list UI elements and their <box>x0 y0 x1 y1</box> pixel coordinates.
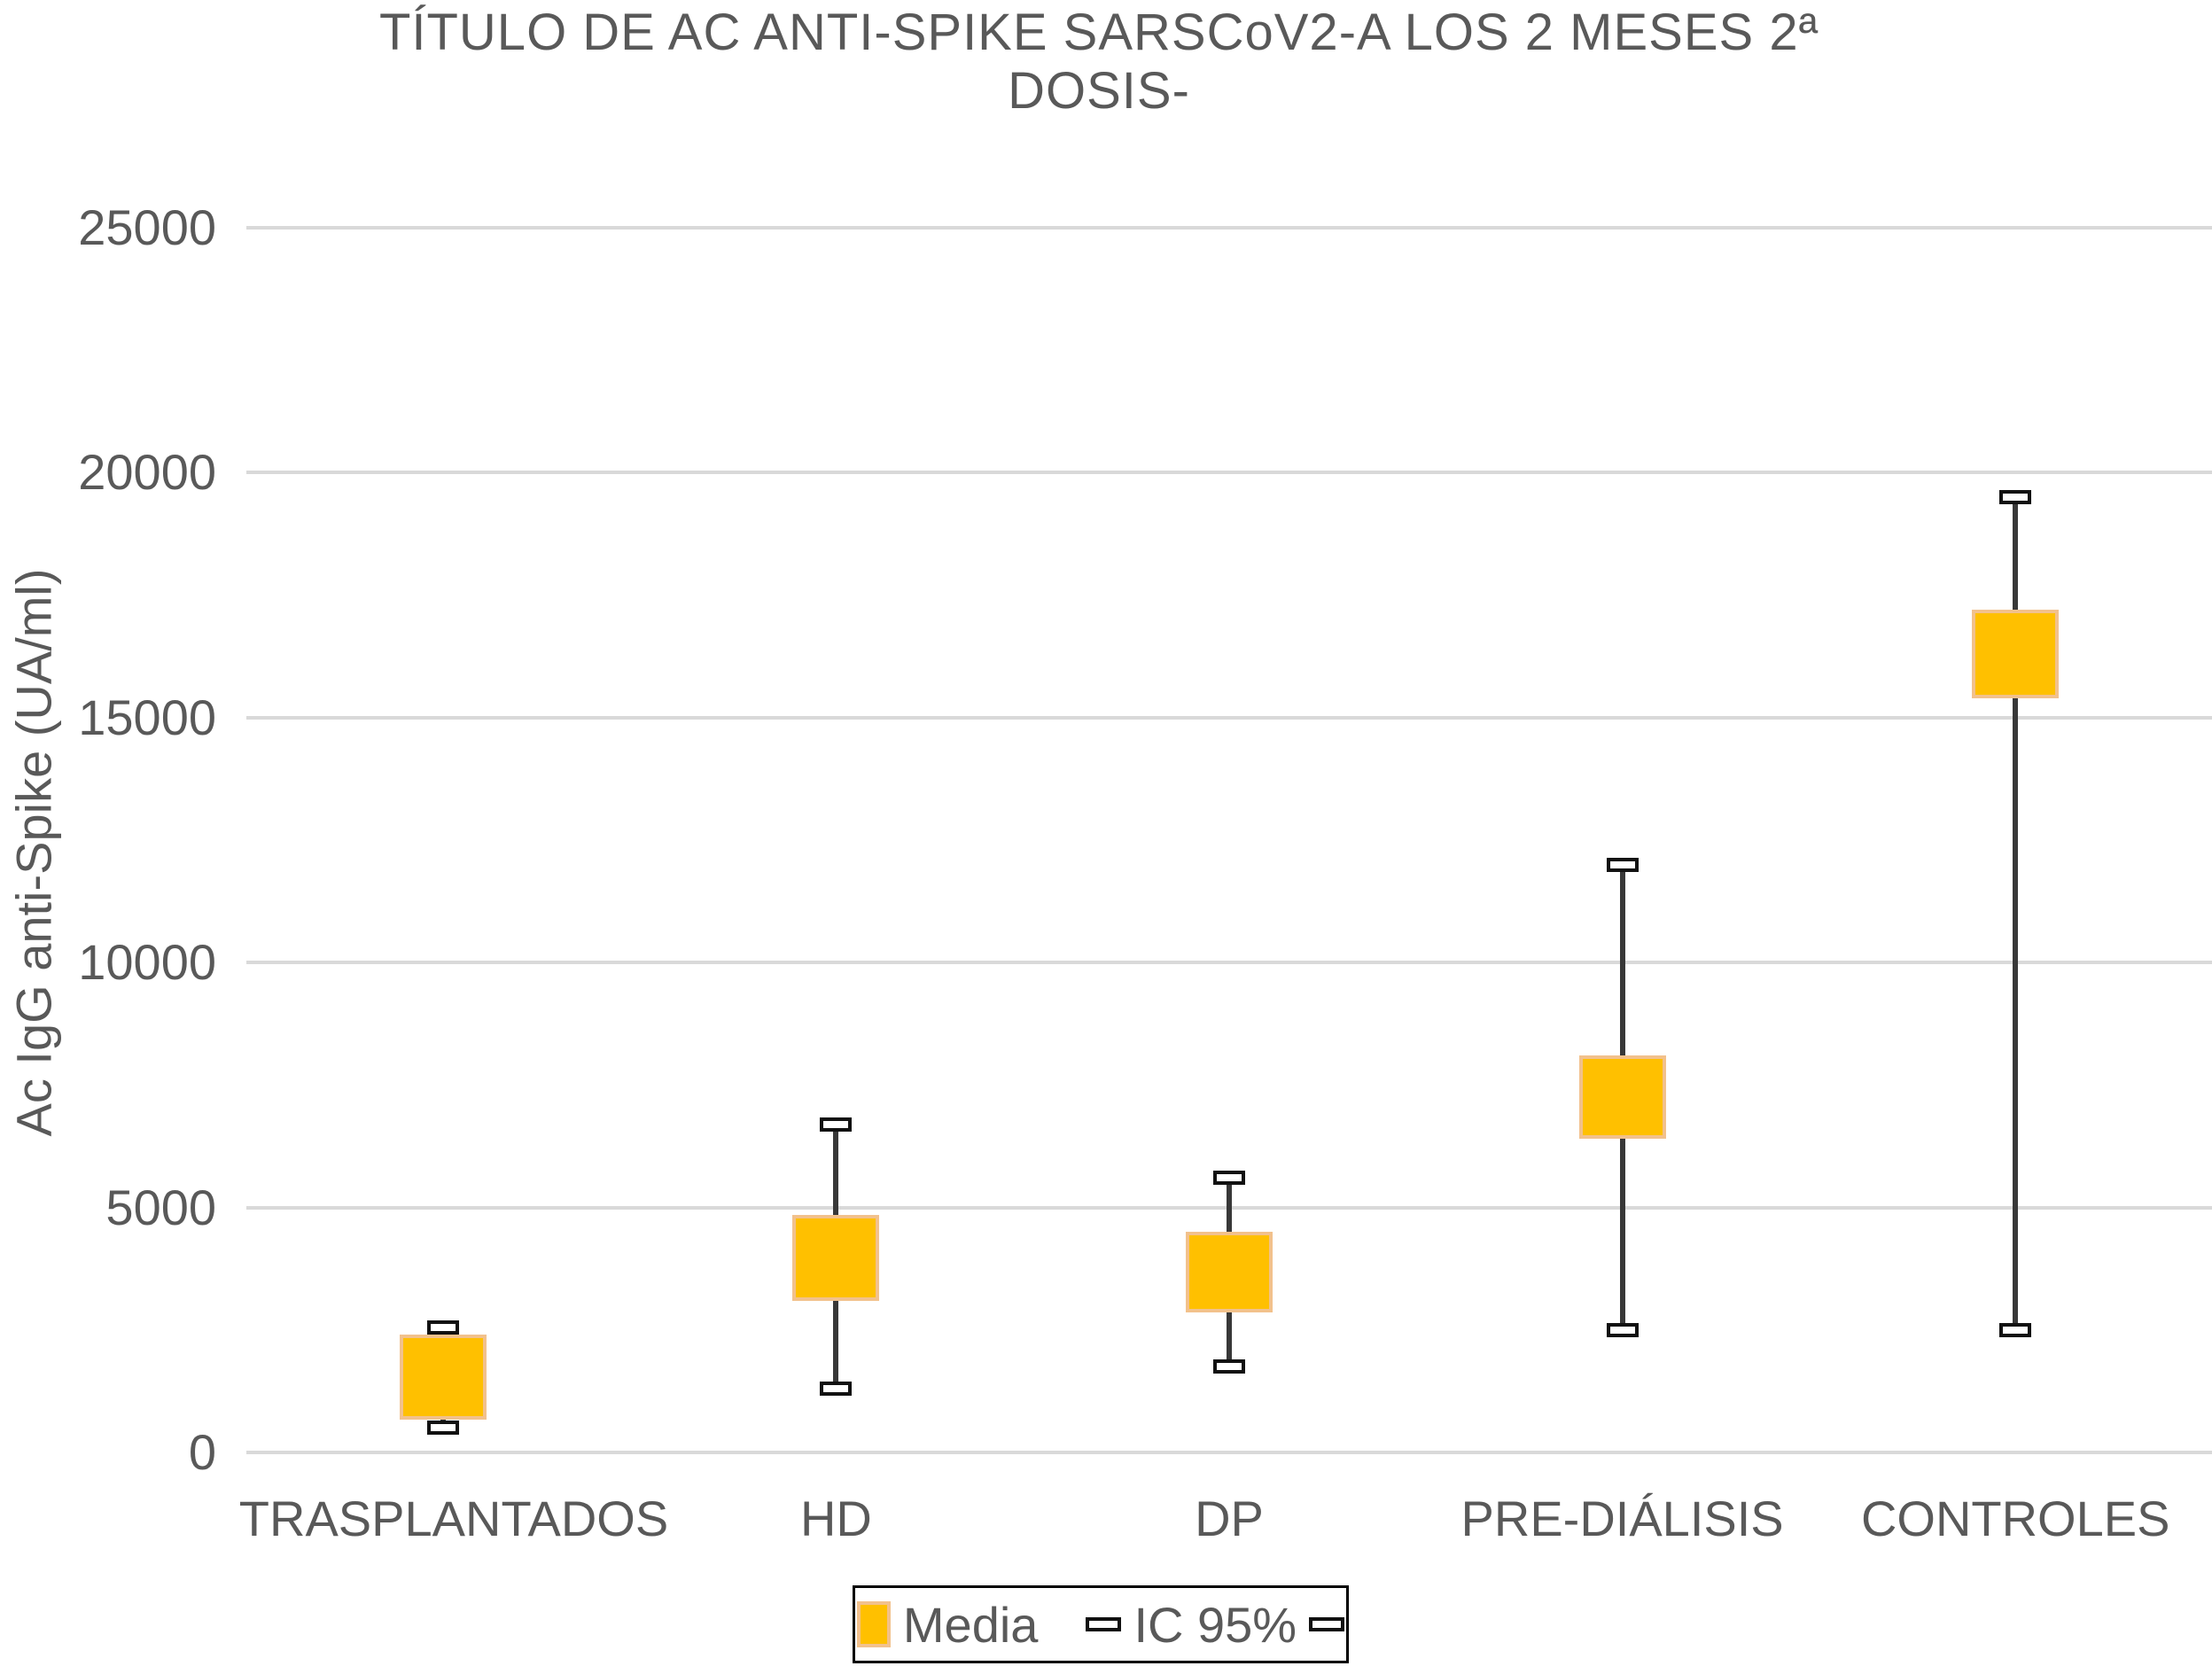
media-box <box>792 1214 880 1301</box>
y-tick-label: 20000 <box>78 444 216 501</box>
chart-title: TÍTULO DE AC ANTI-SPIKE SARSCoV2-A LOS 2… <box>0 4 2198 121</box>
legend-media-swatch-icon <box>856 1601 891 1647</box>
ci-cap-top <box>1606 857 1639 872</box>
media-box <box>1972 610 2060 698</box>
y-tick-label: 10000 <box>78 934 216 991</box>
gridline-20000 <box>246 471 2212 475</box>
x-category-label: TRASPLANTADOS <box>238 1491 669 1546</box>
chart-title-line1: TÍTULO DE AC ANTI-SPIKE SARSCoV2-A LOS 2… <box>378 4 1819 61</box>
legend-ci-cap-left-icon <box>1086 1617 1122 1631</box>
y-tick-label: 0 <box>188 1424 216 1480</box>
y-tick-label: 5000 <box>105 1179 216 1235</box>
gridline-0 <box>246 1451 2212 1454</box>
ci-cap-top <box>1213 1171 1245 1186</box>
ci-cap-bottom <box>1999 1322 2032 1337</box>
gridline-10000 <box>246 961 2212 965</box>
legend: Media IC 95% <box>853 1585 1349 1663</box>
ci-cap-bottom <box>1606 1322 1639 1337</box>
x-category-label: HD <box>799 1491 872 1546</box>
ci-cap-top <box>1999 490 2032 505</box>
x-category-label: PRE-DIÁLISIS <box>1460 1491 1784 1546</box>
ci-cap-top <box>820 1117 853 1132</box>
ci-whisker-line <box>2013 497 2019 1330</box>
legend-ci-cap-right-icon <box>1309 1617 1345 1631</box>
ci-cap-bottom <box>820 1382 853 1397</box>
x-category-label: DP <box>1195 1491 1264 1546</box>
chart-title-line2: DOSIS- <box>1008 62 1190 120</box>
y-axis-title-text: Ac IgG anti-Spike (UA/ml) <box>5 568 62 1137</box>
ci-cap-bottom <box>1213 1359 1245 1374</box>
media-box <box>399 1335 487 1420</box>
y-tick-label: 15000 <box>78 689 216 745</box>
ci-cap-bottom <box>426 1421 459 1436</box>
x-category-label: CONTROLES <box>1860 1491 2170 1546</box>
media-box <box>1186 1232 1273 1313</box>
legend-media-label: Media <box>902 1596 1039 1653</box>
gridline-15000 <box>246 715 2212 720</box>
gridline-25000 <box>246 226 2212 230</box>
legend-ci-label: IC 95% <box>1133 1596 1297 1653</box>
media-box <box>1578 1055 1666 1140</box>
y-tick-label: 25000 <box>78 199 216 255</box>
ci-cap-top <box>426 1320 459 1335</box>
